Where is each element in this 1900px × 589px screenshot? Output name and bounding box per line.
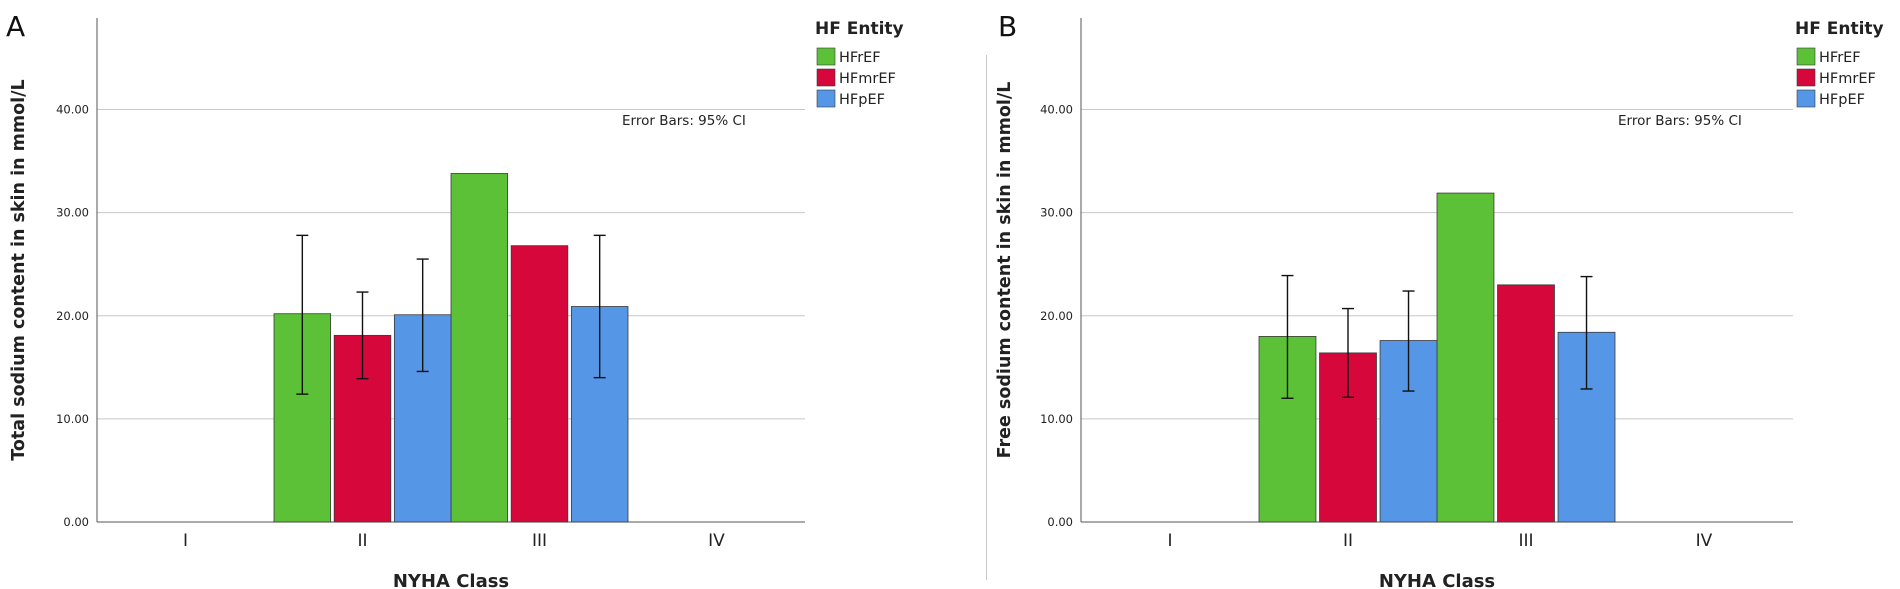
x-tick-label: I [1167, 531, 1172, 551]
bar-hfmref [1497, 284, 1555, 523]
legend-title: HF Entity [815, 19, 904, 39]
y-tick-label: 40.00 [1040, 103, 1073, 117]
legend-label: HFrEF [839, 50, 881, 66]
x-tick-label: I [183, 531, 188, 551]
x-axis-title: NYHA Class [393, 571, 509, 589]
y-tick-label: 10.00 [1040, 412, 1073, 426]
x-tick-label: II [1343, 531, 1353, 551]
legend-swatch-hfmref [816, 68, 836, 87]
bar-hfmref [510, 245, 569, 523]
error-bar-note: Error Bars: 95% CI [622, 113, 746, 129]
legend-label: HFmrEF [1819, 71, 1876, 87]
legend-swatch-hfpef [1796, 89, 1816, 108]
legend-label: HFpEF [1819, 92, 1865, 108]
y-tick-label: 20.00 [1040, 309, 1073, 323]
x-tick-label: III [1518, 531, 1533, 551]
legend-label: HFrEF [1819, 50, 1861, 66]
y-tick-label: 30.00 [56, 206, 89, 220]
panel-divider [986, 55, 987, 580]
legend-title: HF Entity [1795, 19, 1884, 39]
x-tick-label: II [357, 531, 367, 551]
y-axis-title: Total sodium content in skin in mmol/L [9, 79, 29, 460]
legend-label: HFmrEF [839, 71, 896, 87]
bar-hfref [450, 173, 509, 523]
y-tick-label: 40.00 [56, 103, 89, 117]
x-tick-label: IV [708, 531, 725, 551]
legend-swatch-hfref [816, 47, 836, 66]
y-tick-label: 20.00 [56, 309, 89, 323]
y-tick-label: 0.00 [63, 515, 89, 529]
y-tick-label: 30.00 [1040, 206, 1073, 220]
x-tick-label: IV [1696, 531, 1713, 551]
bar-hfpef [393, 314, 452, 523]
panel-label: B [998, 10, 1017, 43]
legend-swatch-hfref [1796, 47, 1816, 66]
error-bar-note: Error Bars: 95% CI [1618, 113, 1742, 129]
x-axis-title: NYHA Class [1379, 571, 1495, 589]
bar-hfref [1436, 192, 1495, 523]
panel-label: A [6, 10, 25, 43]
x-tick-label: III [532, 531, 547, 551]
legend-swatch-hfpef [816, 89, 836, 108]
y-tick-label: 0.00 [1047, 515, 1073, 529]
y-tick-label: 10.00 [56, 412, 89, 426]
y-axis-title: Free sodium content in skin in mmol/L [995, 82, 1015, 459]
legend-swatch-hfmref [1796, 68, 1816, 87]
legend-label: HFpEF [839, 92, 885, 108]
